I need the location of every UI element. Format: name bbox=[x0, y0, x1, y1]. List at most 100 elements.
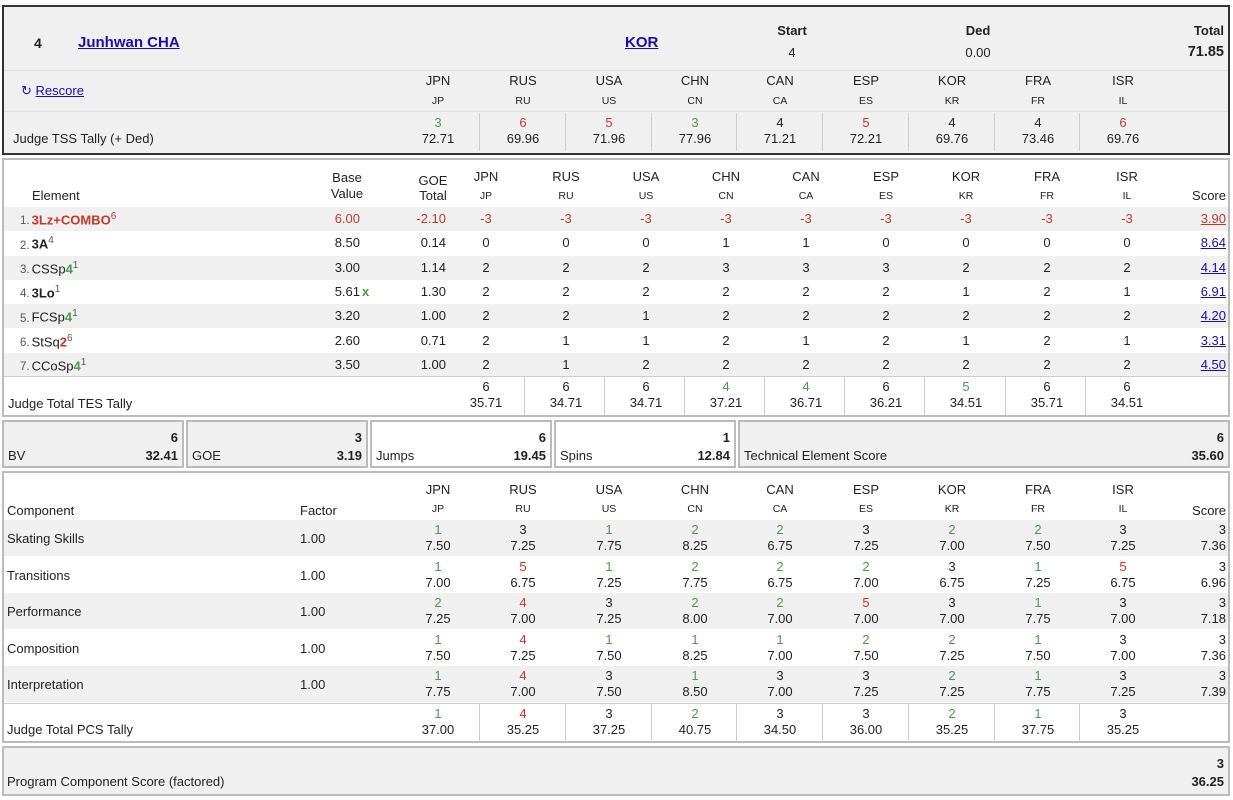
judge-component-value: 7.50 bbox=[596, 647, 622, 663]
pcs-value: 40.75 bbox=[678, 722, 712, 737]
judge-mark: 2 bbox=[722, 356, 730, 372]
judge-code-cn: CN bbox=[687, 95, 703, 107]
element-base-value: 3.20 bbox=[334, 308, 360, 324]
tss-value: 69.96 bbox=[506, 131, 540, 146]
judge-component-value: 7.25 bbox=[596, 574, 622, 590]
element-score-link[interactable]: 8.64 bbox=[1200, 235, 1226, 251]
judge-code-il: IL bbox=[1118, 95, 1128, 107]
tes-rank: 6 bbox=[1123, 379, 1131, 394]
pcs-value: 37.75 bbox=[1021, 722, 1055, 737]
judge-code-kr: KR bbox=[958, 190, 974, 202]
element-goe: 1.30 bbox=[420, 283, 446, 299]
judge-code-ca: CA bbox=[798, 190, 814, 202]
judge-mark: 1 bbox=[562, 332, 570, 348]
judge-component-value: 7.50 bbox=[596, 684, 622, 700]
tes-rank: 5 bbox=[962, 379, 970, 394]
judge-mark: -3 bbox=[560, 211, 572, 226]
tes-rank: 6 bbox=[482, 379, 490, 394]
judge-mark: 2 bbox=[722, 308, 730, 324]
pcs-rank: 2 bbox=[691, 706, 699, 721]
judge-component-rank: 2 bbox=[691, 522, 699, 537]
judge-mark: 2 bbox=[482, 259, 490, 275]
judge-component-rank: 1 bbox=[434, 558, 442, 574]
judge-component-rank: 1 bbox=[434, 668, 442, 684]
element-number: 7. bbox=[20, 361, 30, 374]
tes-rank: 4 bbox=[722, 379, 730, 394]
judge-component-value: 7.00 bbox=[853, 574, 879, 590]
tss-value: 71.96 bbox=[592, 131, 626, 146]
judge-code-ca: CA bbox=[772, 503, 788, 515]
skater-name-link[interactable]: Junhwan CHA bbox=[78, 34, 180, 51]
judge-component-rank: 5 bbox=[1119, 558, 1127, 574]
judge-mark: 2 bbox=[802, 283, 810, 299]
pcs-rank: 1 bbox=[434, 706, 442, 721]
judge-component-value: 7.25 bbox=[1025, 574, 1051, 590]
judge-mark: 2 bbox=[962, 356, 970, 372]
component-name: Composition bbox=[7, 640, 80, 656]
judge-code-jp: JP bbox=[479, 190, 493, 202]
element-score-link[interactable]: 4.50 bbox=[1200, 356, 1226, 372]
judge-name-ru: RUS bbox=[509, 73, 537, 88]
tss-rank: 4 bbox=[1034, 115, 1042, 130]
element-name-cell: 7. CCoSp41 bbox=[20, 357, 86, 373]
judge-component-value: 7.00 bbox=[767, 647, 793, 663]
tes-rank: 6 bbox=[882, 379, 890, 394]
pcs-rank: 2 bbox=[948, 706, 956, 721]
judge-mark: 2 bbox=[802, 356, 810, 372]
judge-component-rank: 2 bbox=[691, 595, 699, 611]
goe-col-header: GOE bbox=[418, 173, 448, 188]
element-code: 3A bbox=[31, 236, 49, 252]
judge-name-il: ISR bbox=[1116, 169, 1138, 184]
elements-panel: Element Base Value GOE Total Score JPN JP… bbox=[2, 158, 1230, 417]
nation-link[interactable]: KOR bbox=[625, 34, 659, 51]
element-score-link[interactable]: 6.91 bbox=[1200, 283, 1226, 299]
element-code: 3Lo bbox=[31, 285, 55, 301]
tss-value: 77.96 bbox=[678, 131, 712, 146]
judge-component-value: 7.75 bbox=[596, 538, 622, 553]
judge-mark: 2 bbox=[482, 283, 490, 299]
element-base-value: 3.50 bbox=[334, 356, 360, 372]
component-score: 6.96 bbox=[1200, 574, 1226, 590]
element-goe: 1.00 bbox=[420, 356, 446, 372]
element-row: 3. CSSp41 3.00 1.14 2 2 2 3 3 3 2 2 2 4.14 bbox=[4, 255, 1228, 280]
judge-mark: 2 bbox=[1043, 332, 1051, 348]
judge-mark: 2 bbox=[1123, 259, 1131, 275]
judge-component-rank: 2 bbox=[691, 558, 699, 574]
judge-mark: 0 bbox=[482, 235, 490, 251]
pcs-rank: 3 bbox=[1119, 706, 1127, 721]
judge-component-value: 7.50 bbox=[1025, 647, 1051, 663]
element-number: 2. bbox=[20, 239, 30, 252]
element-number: 1. bbox=[20, 215, 30, 228]
judge-name-es: ESP bbox=[852, 73, 879, 88]
rescore-link[interactable]: ↻ Rescore bbox=[21, 83, 84, 98]
judge-mark: 1 bbox=[1123, 283, 1131, 299]
judge-name-us: USA bbox=[632, 169, 660, 184]
skater-header-panel: 4 Junhwan CHA KOR Start 4 Ded 0.00 Total… bbox=[2, 5, 1230, 155]
element-score-link[interactable]: 4.14 bbox=[1200, 259, 1226, 275]
element-name-cell: 1. 3Lz+COMBO6 bbox=[20, 211, 116, 227]
goe-box: 3 GOE 3.19 bbox=[186, 420, 368, 468]
element-level: 4 bbox=[73, 358, 81, 374]
element-score-link[interactable]: 4.20 bbox=[1200, 308, 1226, 324]
element-code: 3Lz+COMBO bbox=[31, 212, 111, 228]
judge-mark: 2 bbox=[1043, 356, 1051, 372]
judge-component-rank: 2 bbox=[776, 522, 784, 537]
element-number: 4. bbox=[20, 288, 30, 301]
judge-component-rank: 3 bbox=[519, 522, 527, 537]
judge-component-value: 7.75 bbox=[682, 574, 708, 590]
tss-tally-label: Judge TSS Tally (+ Ded) bbox=[13, 131, 154, 146]
judge-component-value: 7.00 bbox=[939, 611, 965, 627]
component-score-rank: 3 bbox=[1218, 631, 1226, 647]
element-goe: 0.71 bbox=[420, 332, 446, 348]
judge-mark: -3 bbox=[720, 211, 732, 226]
total-value: 71.85 bbox=[1187, 44, 1224, 60]
bv-box: 6 BV 32.41 bbox=[2, 420, 184, 468]
judge-mark: 3 bbox=[882, 259, 890, 275]
tes-rank: 6 bbox=[1043, 379, 1051, 394]
judge-component-value: 7.75 bbox=[1025, 611, 1051, 627]
judge-component-value: 7.00 bbox=[1110, 647, 1136, 663]
element-score-link[interactable]: 3.90 bbox=[1200, 211, 1226, 226]
judge-name-us: USA bbox=[595, 482, 623, 497]
element-score-link[interactable]: 3.31 bbox=[1200, 332, 1226, 348]
tss-value: 72.71 bbox=[421, 131, 455, 146]
